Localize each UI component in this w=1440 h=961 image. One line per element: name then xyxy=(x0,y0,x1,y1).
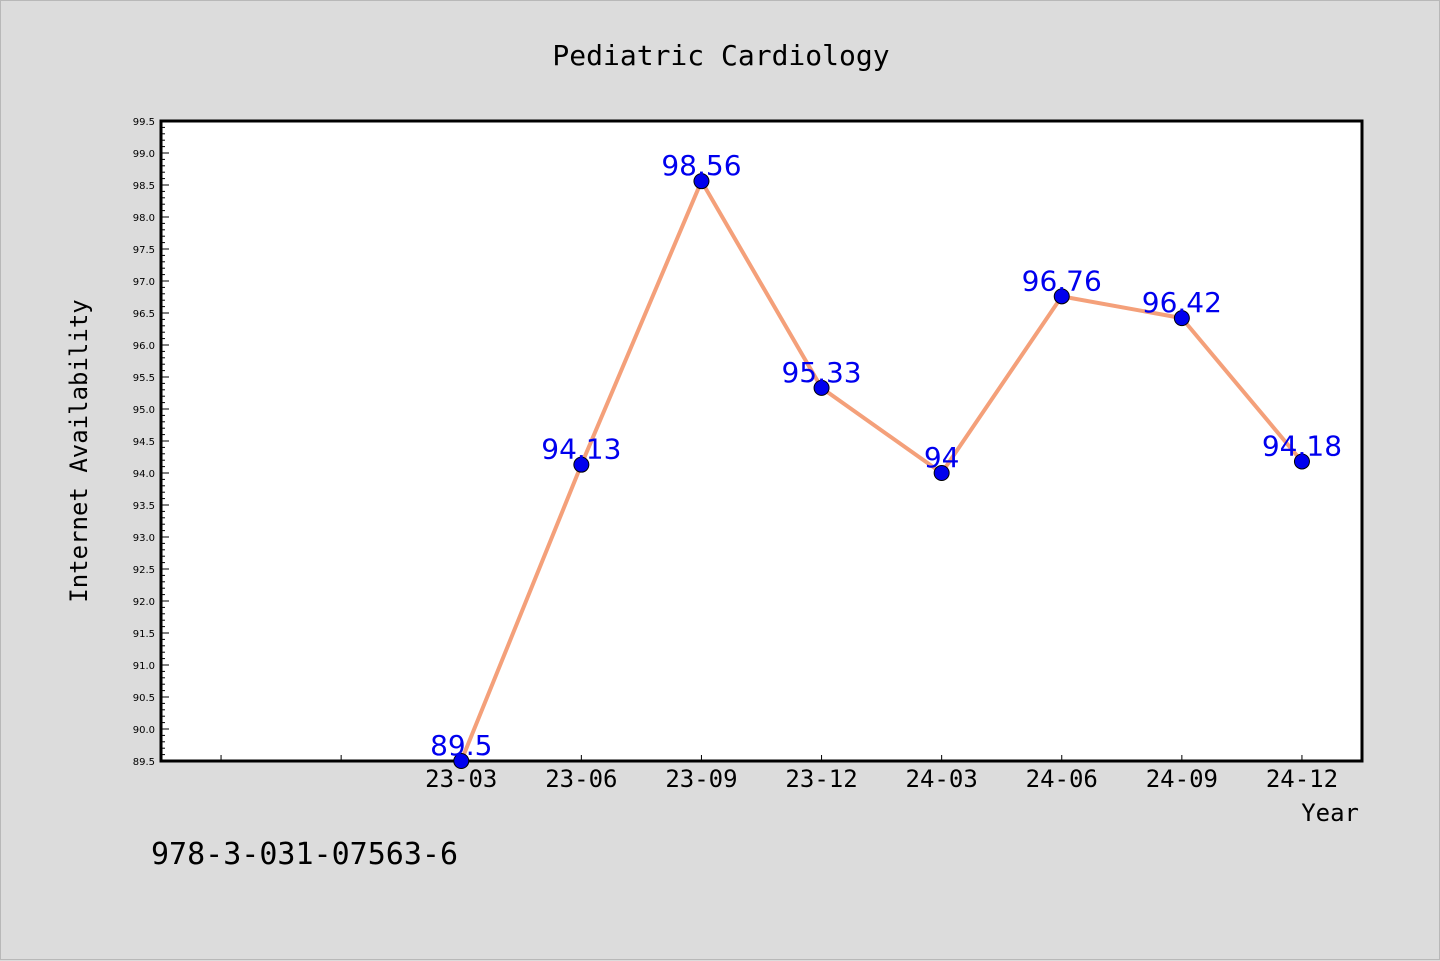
y-tick-label: 96.0 xyxy=(133,341,155,352)
x-tick-label: 23-06 xyxy=(545,765,617,793)
y-tick-label: 90.5 xyxy=(133,693,155,704)
data-label: 96.42 xyxy=(1142,286,1222,319)
x-axis-label: Year xyxy=(1301,799,1359,827)
data-point xyxy=(813,379,830,396)
y-tick-label: 91.5 xyxy=(133,629,155,640)
y-axis-label: Internet Availability xyxy=(65,299,93,602)
y-tick-label: 98.5 xyxy=(133,181,155,192)
data-point xyxy=(573,456,590,473)
data-label: 98.56 xyxy=(661,149,741,182)
data-point xyxy=(933,465,950,481)
x-tick-label: 24-09 xyxy=(1146,765,1218,793)
series-line xyxy=(459,179,1304,762)
data-label: 89.5 xyxy=(430,729,492,762)
y-tick-label: 93.5 xyxy=(133,501,155,512)
data-label: 94 xyxy=(924,441,960,474)
y-tick-label: 94.0 xyxy=(133,469,155,480)
y-tick-label: 89.5 xyxy=(133,757,155,768)
data-label: 94.18 xyxy=(1262,429,1342,462)
data-label: 95.33 xyxy=(781,356,861,389)
y-tick-label: 99.0 xyxy=(133,149,155,160)
x-tick-label: 23-09 xyxy=(665,765,737,793)
x-tick-label: 24-03 xyxy=(906,765,978,793)
x-tick-label: 23-12 xyxy=(785,765,857,793)
y-tick-label: 98.0 xyxy=(133,213,155,224)
chart-title: Pediatric Cardiology xyxy=(552,39,889,72)
y-tick-label: 96.5 xyxy=(133,309,155,320)
data-point xyxy=(453,753,470,769)
y-tick-label: 90.0 xyxy=(133,725,155,736)
x-tick-label: 24-12 xyxy=(1266,765,1338,793)
y-tick-label: 97.5 xyxy=(133,245,155,256)
data-point xyxy=(693,173,710,190)
y-tick-label: 93.0 xyxy=(133,533,155,544)
data-label: 96.76 xyxy=(1022,264,1102,297)
y-axis: 89.5 90.0 90.5 91.0 91.5 92.0 92.5 93.0 93.5 94.0… xyxy=(133,117,169,768)
x-tick-label: 24-06 xyxy=(1026,765,1098,793)
x-axis: 23-03 23-06 23-09 23-12 24-03 24-06 24-09 24-12 xyxy=(220,755,1338,793)
y-tick-label: 94.5 xyxy=(133,437,155,448)
data-point xyxy=(1053,288,1070,305)
data-point xyxy=(1293,453,1310,470)
y-tick-label: 91.0 xyxy=(133,661,155,672)
y-tick-label: 92.5 xyxy=(133,565,155,576)
y-tick-label: 99.5 xyxy=(133,117,155,128)
y-tick-label: 95.0 xyxy=(133,405,155,416)
y-tick-label: 97.0 xyxy=(133,277,155,288)
series-layer: 89.5 94.13 98.56 95.33 94 96.76 96.42 94.18 xyxy=(430,149,1342,769)
data-point xyxy=(1173,310,1190,327)
data-label: 94.13 xyxy=(541,433,621,466)
y-tick-label: 95.5 xyxy=(133,373,155,384)
isbn-identifier: 978-3-031-07563-6 xyxy=(151,837,459,872)
plot-area xyxy=(159,119,1364,763)
y-tick-label: 92.0 xyxy=(133,597,155,608)
x-tick-label: 23-03 xyxy=(425,765,497,793)
